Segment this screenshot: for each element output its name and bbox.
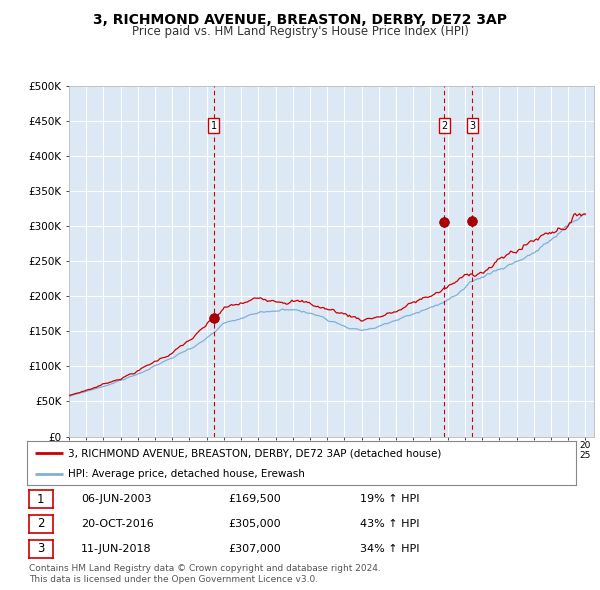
Text: £169,500: £169,500 [228,494,281,504]
Text: 20-OCT-2016: 20-OCT-2016 [81,519,154,529]
Text: 43% ↑ HPI: 43% ↑ HPI [360,519,419,529]
Text: 3: 3 [469,121,476,131]
Text: 1: 1 [37,493,44,506]
Text: 34% ↑ HPI: 34% ↑ HPI [360,544,419,553]
Text: 3: 3 [37,542,44,555]
Text: 19% ↑ HPI: 19% ↑ HPI [360,494,419,504]
Text: HPI: Average price, detached house, Erewash: HPI: Average price, detached house, Erew… [68,469,305,479]
Text: 1: 1 [211,121,217,131]
Text: 2: 2 [37,517,44,530]
Text: 2: 2 [441,121,447,131]
Text: 06-JUN-2003: 06-JUN-2003 [81,494,151,504]
Text: 3, RICHMOND AVENUE, BREASTON, DERBY, DE72 3AP (detached house): 3, RICHMOND AVENUE, BREASTON, DERBY, DE7… [68,448,442,458]
Text: 3, RICHMOND AVENUE, BREASTON, DERBY, DE72 3AP: 3, RICHMOND AVENUE, BREASTON, DERBY, DE7… [93,13,507,27]
Text: 11-JUN-2018: 11-JUN-2018 [81,544,152,553]
Text: Contains HM Land Registry data © Crown copyright and database right 2024.: Contains HM Land Registry data © Crown c… [29,565,380,573]
Text: This data is licensed under the Open Government Licence v3.0.: This data is licensed under the Open Gov… [29,575,318,584]
Text: £307,000: £307,000 [228,544,281,553]
Text: £305,000: £305,000 [228,519,281,529]
Text: Price paid vs. HM Land Registry's House Price Index (HPI): Price paid vs. HM Land Registry's House … [131,25,469,38]
